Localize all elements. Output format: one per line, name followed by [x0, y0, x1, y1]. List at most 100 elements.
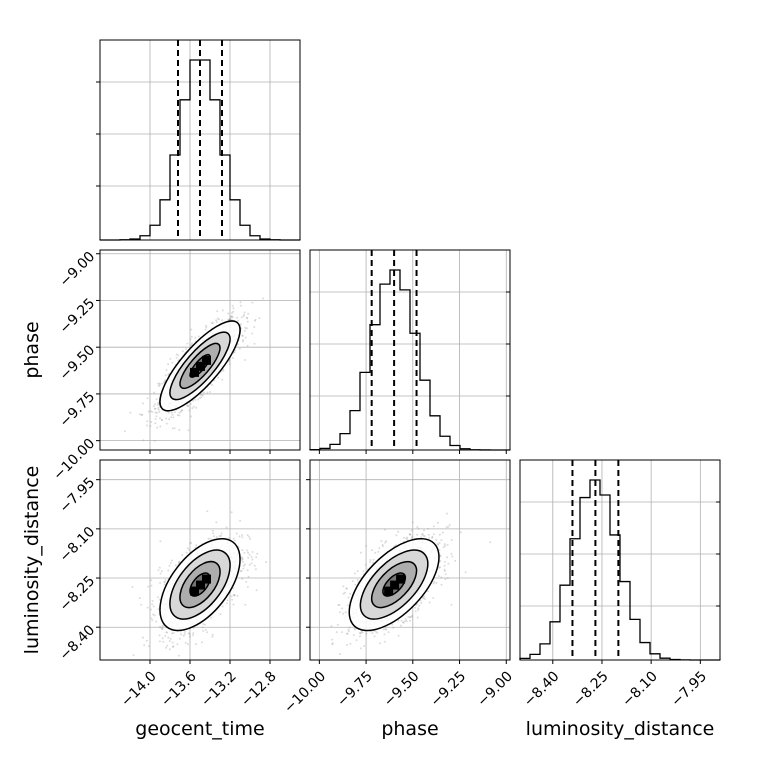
- sample-point: [204, 628, 207, 631]
- hist-panel-geocent_time: [96, 39, 301, 241]
- sample-point: [186, 547, 189, 550]
- sample-point: [249, 538, 251, 540]
- sample-point: [359, 551, 362, 554]
- sample-point: [410, 529, 413, 532]
- sample-point: [376, 631, 379, 634]
- sample-point: [203, 623, 206, 626]
- sample-point: [197, 398, 199, 401]
- sample-point: [171, 646, 174, 648]
- sample-point: [251, 558, 254, 561]
- sample-point: [165, 369, 168, 372]
- sample-point: [215, 521, 218, 524]
- sample-point: [164, 379, 167, 382]
- sample-point: [349, 642, 352, 645]
- sample-point: [154, 407, 156, 410]
- sample-point: [402, 536, 405, 539]
- sample-point: [180, 409, 183, 412]
- sample-point: [149, 608, 152, 611]
- sample-point: [400, 619, 403, 622]
- sample-point: [182, 634, 185, 637]
- sample-point: [254, 318, 257, 321]
- sample-point: [195, 544, 198, 547]
- sample-point: [232, 310, 235, 313]
- sample-point: [243, 311, 246, 314]
- sample-point: [359, 632, 362, 635]
- sample-point: [369, 561, 372, 564]
- sample-point: [211, 321, 214, 324]
- sample-point: [141, 413, 144, 416]
- sample-point: [221, 309, 224, 312]
- sample-point: [342, 585, 345, 588]
- sample-point: [159, 417, 161, 420]
- sample-point: [159, 572, 162, 575]
- sample-point: [421, 533, 424, 536]
- sample-point: [405, 620, 408, 623]
- x-tick-label: −9.50: [381, 668, 423, 710]
- sample-point: [173, 427, 176, 430]
- sample-point: [188, 633, 191, 635]
- sample-point: [176, 643, 179, 646]
- sample-point: [244, 603, 247, 606]
- sample-point: [168, 564, 171, 567]
- sample-point: [362, 570, 365, 573]
- sample-point: [149, 425, 152, 428]
- sample-point: [161, 628, 164, 631]
- x-tick-label: −8.10: [619, 668, 661, 710]
- sample-point: [241, 534, 244, 537]
- sample-point: [226, 599, 229, 602]
- sample-point: [338, 611, 341, 614]
- y-tick-label: −9.25: [57, 295, 99, 337]
- density-peak: [190, 586, 199, 596]
- sample-point: [411, 535, 413, 538]
- sample-point: [231, 315, 233, 318]
- panel-frame: [99, 459, 301, 661]
- sample-point: [175, 353, 178, 356]
- sample-point: [187, 632, 190, 635]
- sample-point: [171, 361, 174, 364]
- sample-point: [437, 543, 440, 546]
- sample-point: [152, 613, 155, 616]
- sample-point: [153, 439, 156, 442]
- sample-point: [446, 543, 449, 546]
- sample-point: [244, 326, 247, 329]
- sample-point: [188, 635, 191, 638]
- sample-point: [168, 418, 171, 421]
- sample-point: [165, 417, 168, 420]
- sample-point: [188, 409, 191, 412]
- sample-point: [206, 631, 208, 634]
- sample-point: [169, 357, 172, 360]
- sample-point: [402, 621, 405, 624]
- sample-point: [158, 382, 161, 385]
- sample-point: [374, 551, 377, 554]
- sample-point: [242, 339, 244, 342]
- sample-point: [374, 630, 377, 633]
- sample-point: [146, 424, 148, 427]
- sample-point: [215, 536, 218, 539]
- sample-point: [235, 532, 238, 535]
- sample-point: [188, 542, 191, 545]
- sample-point: [161, 625, 164, 628]
- sample-point: [383, 528, 386, 531]
- sample-point: [383, 640, 386, 643]
- sample-point: [210, 322, 213, 325]
- sample-point: [421, 532, 424, 535]
- panel-frame: [309, 459, 511, 661]
- sample-point: [408, 533, 411, 536]
- sample-point: [423, 598, 426, 600]
- sample-point: [354, 628, 357, 631]
- sample-point: [353, 627, 356, 630]
- sample-point: [356, 579, 359, 581]
- sample-point: [248, 563, 251, 566]
- sample-point: [248, 553, 251, 556]
- sample-point: [444, 573, 447, 576]
- sample-point: [344, 611, 347, 614]
- panel-frame: [99, 39, 301, 241]
- sample-point: [432, 582, 435, 585]
- sample-point: [331, 643, 334, 646]
- sample-point: [342, 612, 345, 615]
- sample-point: [139, 413, 141, 416]
- sample-point: [397, 634, 400, 637]
- sample-point: [338, 604, 341, 606]
- sample-point: [187, 405, 190, 408]
- sample-point: [204, 328, 207, 331]
